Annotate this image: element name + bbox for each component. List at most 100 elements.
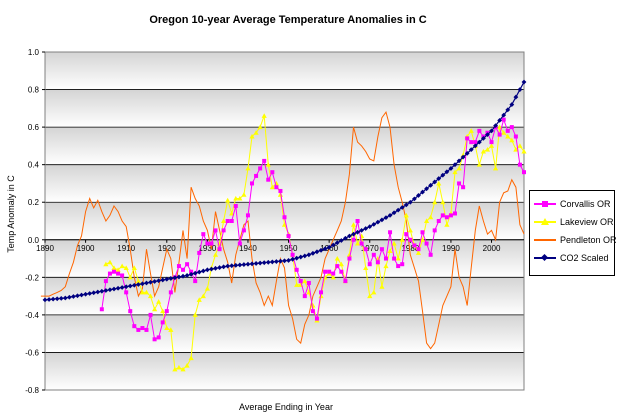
- data-point-corvallis-or: [323, 269, 328, 274]
- data-point-corvallis-or: [160, 320, 165, 325]
- data-point-corvallis-or: [469, 140, 474, 145]
- data-point-co2-scaled: [363, 226, 369, 231]
- data-point-corvallis-or: [383, 256, 388, 261]
- plot-band: [45, 89, 524, 128]
- data-point-corvallis-or: [416, 247, 421, 252]
- data-point-corvallis-or: [181, 267, 186, 272]
- data-point-corvallis-or: [505, 128, 510, 133]
- data-point-lakeview-or: [139, 289, 146, 295]
- series-co2-scaled: [42, 79, 527, 303]
- data-point-corvallis-or: [436, 219, 441, 223]
- data-point-lakeview-or: [423, 218, 430, 223]
- data-point-corvallis-or: [164, 309, 169, 314]
- data-point-corvallis-or: [363, 247, 368, 252]
- x-tick-label: 1940: [239, 244, 257, 253]
- data-point-co2-scaled: [160, 277, 166, 283]
- data-point-lakeview-or: [241, 192, 247, 197]
- data-point-co2-scaled: [245, 261, 251, 267]
- data-point-lakeview-or: [107, 259, 113, 265]
- data-point-lakeview-or: [212, 252, 219, 257]
- data-point-corvallis-or: [400, 262, 405, 267]
- data-point-co2-scaled: [278, 258, 283, 264]
- data-point-co2-scaled: [123, 284, 129, 290]
- data-point-co2-scaled: [180, 273, 186, 279]
- data-point-co2-scaled: [294, 255, 300, 261]
- data-point-corvallis-or: [457, 181, 462, 186]
- plot-band: [45, 202, 524, 240]
- data-point-lakeview-or: [391, 240, 397, 246]
- data-point-co2-scaled: [91, 290, 97, 296]
- data-point-corvallis-or: [225, 219, 230, 223]
- data-point-lakeview-or: [492, 165, 499, 171]
- data-point-corvallis-or: [298, 279, 303, 284]
- data-point-co2-scaled: [428, 182, 434, 188]
- data-point-co2-scaled: [505, 107, 511, 113]
- data-point-lakeview-or: [119, 263, 125, 269]
- data-point-corvallis-or: [270, 170, 275, 175]
- data-point-co2-scaled: [192, 270, 198, 276]
- data-point-lakeview-or: [436, 180, 442, 186]
- data-point-lakeview-or: [513, 147, 519, 152]
- series-line-pendleton-or: [40, 110, 525, 350]
- data-point-lakeview-or: [379, 284, 385, 289]
- data-point-lakeview-or: [111, 265, 117, 270]
- data-point-lakeview-or: [152, 306, 158, 312]
- x-tick-label: 2000: [483, 244, 501, 253]
- data-point-co2-scaled: [493, 123, 498, 129]
- data-point-co2-scaled: [103, 288, 109, 293]
- data-point-corvallis-or: [241, 228, 246, 233]
- data-point-lakeview-or: [180, 366, 186, 372]
- data-point-co2-scaled: [273, 259, 279, 264]
- data-point-corvallis-or: [124, 290, 129, 295]
- data-point-corvallis-or: [379, 247, 384, 252]
- data-point-lakeview-or: [383, 263, 389, 269]
- data-point-corvallis-or: [213, 228, 218, 233]
- data-point-corvallis-or: [501, 117, 506, 122]
- data-point-co2-scaled: [460, 154, 466, 160]
- plot-band: [45, 352, 524, 390]
- data-point-co2-scaled: [261, 260, 267, 266]
- data-point-lakeview-or: [387, 248, 393, 254]
- data-point-co2-scaled: [399, 205, 405, 210]
- data-point-co2-scaled: [172, 275, 178, 281]
- x-tick-label: 1970: [361, 244, 379, 253]
- data-point-corvallis-or: [205, 241, 210, 246]
- data-point-lakeview-or: [135, 278, 141, 284]
- data-point-corvallis-or: [237, 241, 242, 246]
- data-point-corvallis-or: [286, 234, 291, 239]
- data-point-co2-scaled: [347, 233, 352, 239]
- data-point-co2-scaled: [127, 283, 133, 289]
- data-point-lakeview-or: [188, 355, 194, 361]
- data-point-co2-scaled: [75, 293, 80, 299]
- data-point-lakeview-or: [127, 274, 133, 280]
- data-point-lakeview-or: [281, 222, 288, 227]
- data-point-corvallis-or: [452, 211, 457, 216]
- data-point-lakeview-or: [245, 165, 251, 171]
- legend-item-co2: CO2 Scaled: [534, 251, 609, 265]
- x-tick-label: 1910: [117, 244, 135, 253]
- data-point-co2-scaled: [521, 79, 527, 85]
- data-point-co2-scaled: [213, 265, 218, 271]
- data-point-co2-scaled: [375, 219, 381, 225]
- data-point-corvallis-or: [420, 230, 425, 235]
- data-point-co2-scaled: [119, 285, 125, 290]
- data-point-corvallis-or: [404, 232, 409, 237]
- data-point-lakeview-or: [192, 312, 198, 317]
- data-point-co2-scaled: [367, 224, 373, 230]
- y-axis: -0.8 -0.6 -0.4 -0.2 0.0 0.2 0.4 0.6 0.8 1.0: [25, 48, 45, 395]
- data-point-co2-scaled: [253, 261, 259, 266]
- data-point-corvallis-or: [343, 279, 348, 284]
- data-point-corvallis-or: [103, 279, 108, 284]
- data-point-corvallis-or: [168, 290, 173, 295]
- data-point-lakeview-or: [403, 212, 409, 218]
- data-point-co2-scaled: [464, 151, 470, 156]
- data-point-co2-scaled: [497, 117, 503, 123]
- data-point-corvallis-or: [310, 309, 315, 314]
- data-point-co2-scaled: [476, 139, 482, 145]
- data-point-co2-scaled: [221, 264, 227, 270]
- data-point-co2-scaled: [95, 289, 101, 295]
- data-point-co2-scaled: [111, 286, 117, 292]
- data-point-lakeview-or: [131, 265, 137, 270]
- plot-band: [45, 52, 524, 90]
- data-point-corvallis-or: [489, 140, 494, 145]
